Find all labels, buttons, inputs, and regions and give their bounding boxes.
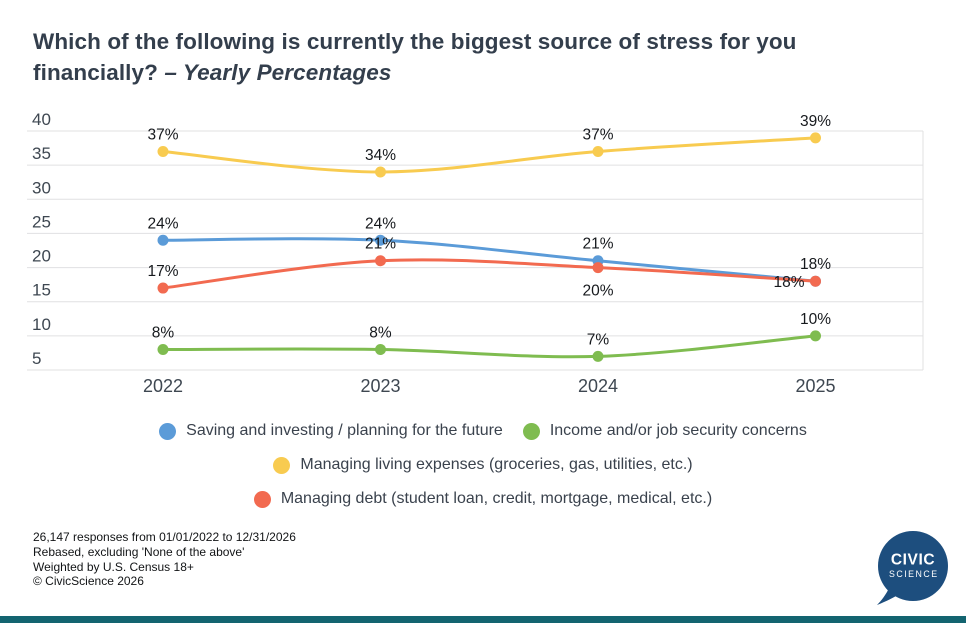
data-point — [592, 350, 604, 362]
x-tick-label: 2023 — [360, 376, 400, 396]
legend-row: Managing living expenses (groceries, gas… — [273, 456, 693, 474]
chart-legend: Saving and investing / planning for the … — [0, 422, 966, 508]
data-point — [157, 282, 169, 294]
data-label: 10% — [800, 311, 831, 328]
y-tick-label: 30 — [32, 178, 51, 197]
legend-label: Managing living expenses (groceries, gas… — [300, 456, 693, 473]
y-tick-label: 40 — [32, 110, 51, 129]
y-tick-label: 25 — [32, 212, 51, 231]
data-label: 21% — [365, 236, 396, 253]
series-line — [161, 334, 817, 359]
legend-item: Managing debt (student loan, credit, mor… — [253, 490, 713, 508]
logo-text-civic: CIVIC — [891, 552, 935, 569]
footer-line-copyright: © CivicScience 2026 — [33, 574, 144, 589]
logo-circle — [878, 531, 948, 601]
title-line1: Which of the following is currently the … — [33, 29, 797, 54]
legend-row: Managing debt (student loan, credit, mor… — [253, 490, 713, 508]
data-label: 24% — [365, 215, 396, 232]
title-line2: financially? — [33, 60, 158, 85]
footer-line-rebased: Rebased, excluding 'None of the above' — [33, 544, 245, 559]
data-label: 24% — [147, 215, 178, 232]
data-point — [810, 132, 821, 144]
legend-item: Managing living expenses (groceries, gas… — [273, 456, 693, 474]
data-label: 37% — [582, 126, 613, 143]
data-point — [375, 166, 386, 178]
data-label: 8% — [369, 325, 392, 342]
legend-item: Saving and investing / planning for the … — [159, 422, 503, 440]
legend-swatch-icon — [253, 490, 271, 508]
legend-label: Managing debt (student loan, credit, mor… — [280, 490, 713, 507]
data-label: 18% — [773, 274, 804, 291]
title-subtitle: – Yearly Percentages — [164, 60, 392, 85]
legend-label: Income and/or job security concerns — [549, 422, 807, 439]
legend-row: Saving and investing / planning for the … — [159, 422, 807, 440]
logo-text-science: SCIENCE — [889, 569, 939, 579]
data-label: 18% — [800, 256, 831, 273]
legend-label: Saving and investing / planning for the … — [186, 422, 503, 439]
series-line — [161, 136, 817, 174]
series-line — [161, 258, 817, 290]
y-tick-label: 10 — [32, 315, 51, 334]
x-tick-label: 2025 — [795, 376, 835, 396]
brand-bottom-bar — [0, 616, 966, 623]
legend-item: Income and/or job security concerns — [522, 422, 807, 440]
data-point — [375, 234, 386, 246]
data-point — [810, 330, 821, 342]
data-point — [375, 344, 386, 356]
legend-swatch-icon — [273, 456, 291, 474]
legend-swatch-icon — [522, 422, 540, 440]
data-label: 39% — [800, 113, 831, 130]
data-point — [592, 145, 604, 157]
x-tick-label: 2024 — [578, 376, 618, 396]
data-point — [810, 275, 821, 287]
legend-swatch-icon — [159, 422, 177, 440]
data-label: 21% — [582, 236, 613, 253]
data-point — [157, 145, 169, 157]
footer-notes: 26,147 responses from 01/01/2022 to 12/3… — [33, 530, 296, 589]
y-tick-label: 15 — [32, 281, 51, 300]
data-label: 17% — [147, 263, 178, 280]
data-label: 37% — [147, 126, 178, 143]
data-label: 8% — [152, 325, 175, 342]
data-label: 20% — [582, 283, 613, 300]
footer-line-weighted: Weighted by U.S. Census 18+ — [33, 559, 194, 574]
data-point — [375, 255, 386, 267]
series-line — [161, 237, 817, 283]
y-tick-label: 5 — [32, 349, 41, 368]
data-point — [157, 234, 169, 246]
footer-line-responses: 26,147 responses from 01/01/2022 to 12/3… — [33, 530, 296, 544]
y-tick-label: 35 — [32, 144, 51, 163]
data-label: 34% — [365, 147, 396, 164]
y-tick-label: 20 — [32, 247, 51, 266]
data-label: 7% — [587, 331, 610, 348]
data-point — [157, 344, 169, 356]
x-tick-label: 2022 — [143, 376, 183, 396]
data-point — [592, 262, 604, 274]
civicscience-logo: CIVIC SCIENCE — [877, 531, 948, 605]
chart-title: Which of the following is currently the … — [33, 26, 948, 88]
